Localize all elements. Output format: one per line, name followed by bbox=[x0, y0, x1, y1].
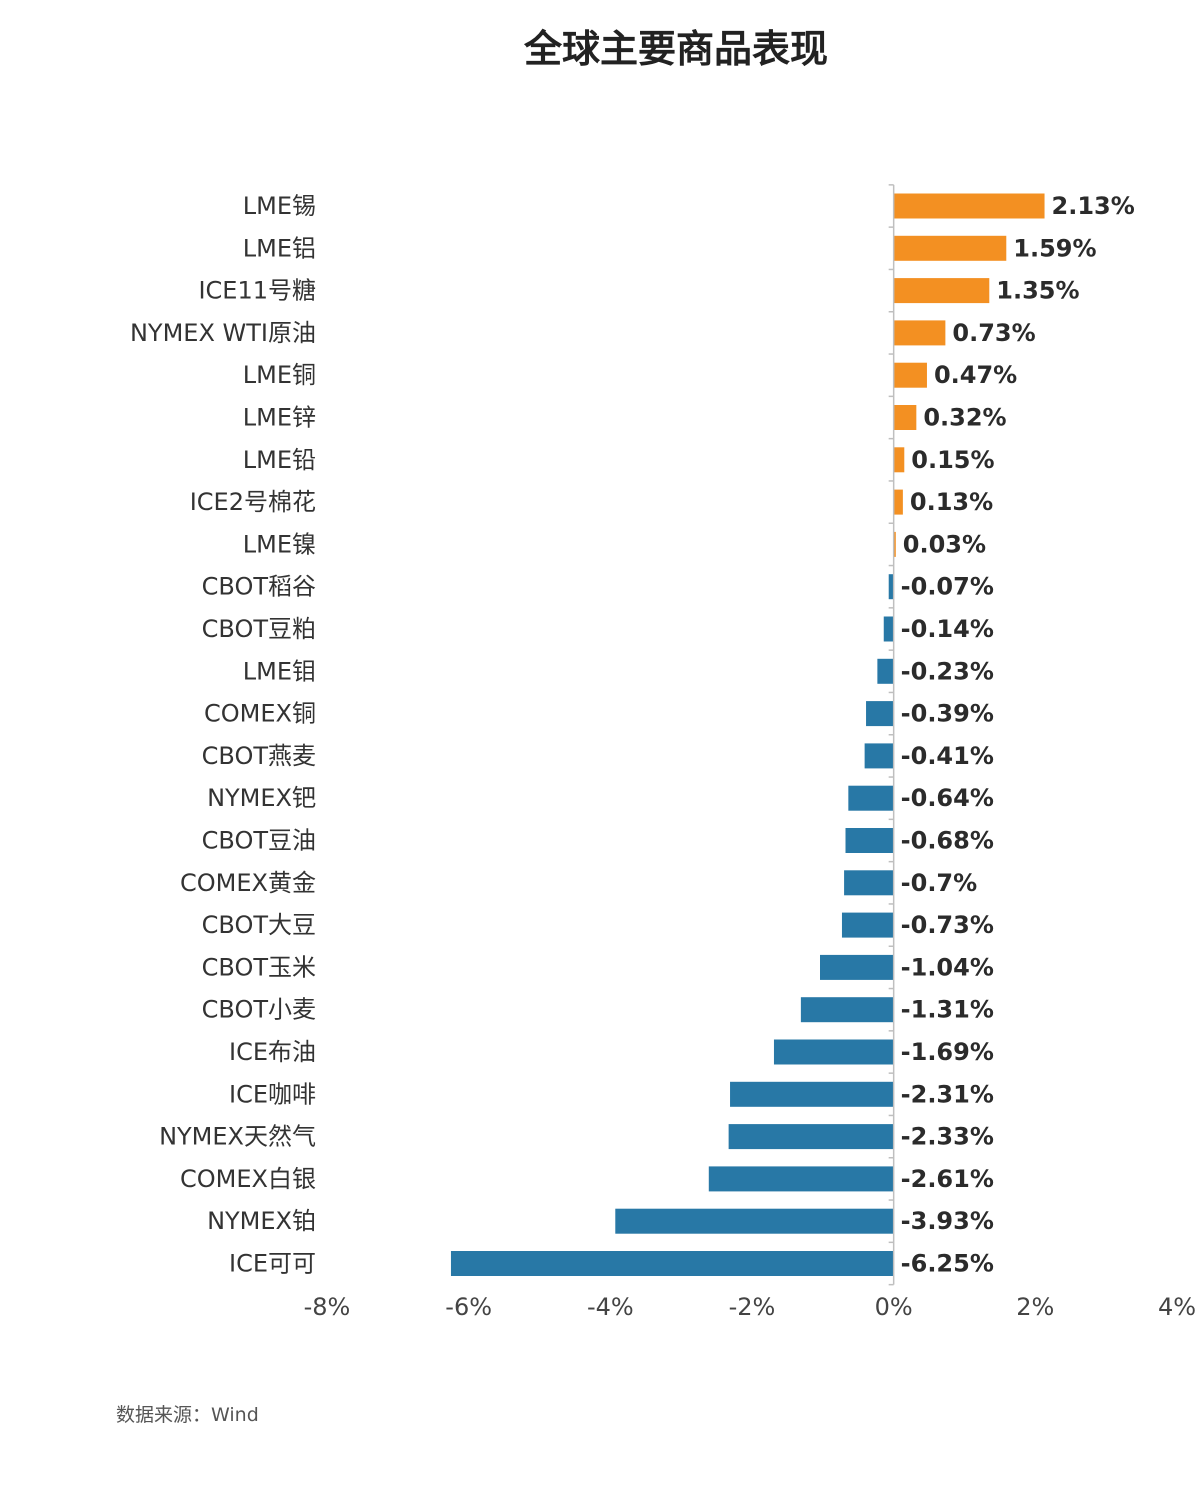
category-label: NYMEX铂 bbox=[207, 1207, 316, 1235]
category-label: CBOT豆油 bbox=[202, 827, 316, 855]
bar bbox=[728, 1124, 894, 1150]
category-label: COMEX白银 bbox=[180, 1165, 316, 1193]
value-label: 2.13% bbox=[1052, 192, 1135, 220]
bar bbox=[450, 1251, 894, 1276]
value-label: -0.73% bbox=[901, 911, 994, 939]
source-note: 数据来源：Wind bbox=[116, 1404, 259, 1426]
value-label: -2.33% bbox=[901, 1123, 994, 1151]
bar bbox=[883, 616, 894, 642]
bar bbox=[820, 954, 894, 980]
category-label: ICE11号糖 bbox=[198, 277, 316, 305]
value-label: -0.39% bbox=[901, 700, 994, 728]
category-label: CBOT稻谷 bbox=[202, 573, 316, 601]
bar bbox=[893, 362, 927, 388]
value-label: -1.04% bbox=[901, 953, 994, 981]
bar bbox=[893, 235, 1007, 261]
bar bbox=[893, 193, 1045, 219]
value-label: -2.61% bbox=[901, 1165, 994, 1193]
value-label: 0.32% bbox=[923, 404, 1006, 432]
bar bbox=[773, 1039, 894, 1065]
bar bbox=[893, 531, 896, 557]
axes: -8% -6% -4% -2% 0% 2% 4% bbox=[304, 184, 1196, 1321]
value-label: 1.35% bbox=[996, 277, 1079, 305]
bar bbox=[893, 447, 905, 473]
bar bbox=[708, 1166, 894, 1192]
category-label: ICE布油 bbox=[229, 1038, 316, 1066]
category-label: ICE咖啡 bbox=[229, 1080, 316, 1108]
value-label: -0.07% bbox=[901, 573, 994, 601]
bar bbox=[888, 574, 894, 600]
category-label: LME铝 bbox=[243, 234, 316, 262]
x-tick-label: -6% bbox=[445, 1293, 492, 1321]
category-label: LME锌 bbox=[243, 404, 316, 432]
value-label: -6.25% bbox=[901, 1250, 994, 1278]
bar bbox=[893, 489, 903, 515]
value-label: -0.64% bbox=[901, 784, 994, 812]
category-label: CBOT大豆 bbox=[202, 911, 316, 939]
bar bbox=[848, 785, 894, 811]
bar bbox=[841, 912, 894, 938]
category-label: NYMEX WTI原油 bbox=[130, 319, 316, 347]
value-label: 0.03% bbox=[903, 530, 986, 558]
category-label: CBOT小麦 bbox=[202, 996, 316, 1024]
x-tick-label: 4% bbox=[1158, 1293, 1196, 1321]
value-label: -2.31% bbox=[901, 1080, 994, 1108]
value-label: 0.15% bbox=[911, 446, 994, 474]
bar bbox=[730, 1081, 894, 1107]
category-label: LME镍 bbox=[243, 530, 316, 558]
value-label: -3.93% bbox=[901, 1207, 994, 1235]
bars-layer bbox=[450, 193, 1045, 1276]
bar bbox=[893, 405, 917, 430]
x-tick-label: -2% bbox=[729, 1293, 776, 1321]
x-tick-label: 0% bbox=[875, 1293, 913, 1321]
category-label: LME钼 bbox=[243, 657, 316, 685]
value-label: -1.31% bbox=[901, 996, 994, 1024]
category-label: COMEX铜 bbox=[204, 700, 316, 728]
value-label: 0.13% bbox=[910, 488, 993, 516]
x-tick-label: -8% bbox=[304, 1293, 351, 1321]
value-label: -0.14% bbox=[901, 615, 994, 643]
bar bbox=[845, 828, 894, 853]
category-label: NYMEX钯 bbox=[207, 784, 316, 812]
value-label: 0.47% bbox=[934, 361, 1017, 389]
bar bbox=[877, 658, 894, 684]
value-label: -1.69% bbox=[901, 1038, 994, 1066]
category-label: ICE可可 bbox=[229, 1250, 316, 1278]
value-label: -0.68% bbox=[901, 827, 994, 855]
category-label: LME锡 bbox=[243, 192, 316, 220]
value-label: 1.59% bbox=[1013, 234, 1096, 262]
bar bbox=[615, 1208, 894, 1234]
value-label: 0.73% bbox=[952, 319, 1035, 347]
category-label: LME铜 bbox=[243, 361, 316, 389]
category-labels: LME锡 LME铝 ICE11号糖 NYMEX WTI原油 LME铜 LME锌 LME铅 IC… bbox=[130, 192, 316, 1278]
value-label: -0.23% bbox=[901, 657, 994, 685]
category-label: CBOT燕麦 bbox=[202, 742, 316, 770]
category-label: ICE2号棉花 bbox=[190, 488, 316, 516]
bar bbox=[893, 278, 990, 304]
bar bbox=[800, 997, 894, 1023]
value-label: -0.7% bbox=[901, 869, 978, 897]
value-label: -0.41% bbox=[901, 742, 994, 770]
bar bbox=[893, 320, 946, 346]
category-label: LME铅 bbox=[243, 446, 316, 474]
bar bbox=[844, 870, 894, 896]
category-label: CBOT玉米 bbox=[202, 953, 316, 981]
bar bbox=[864, 743, 894, 769]
category-label: CBOT豆粕 bbox=[202, 615, 316, 643]
x-tick-label: 2% bbox=[1016, 1293, 1054, 1321]
category-label: NYMEX天然气 bbox=[159, 1123, 316, 1151]
x-tick-label: -4% bbox=[587, 1293, 634, 1321]
value-labels: 2.13% 1.59% 1.35% 0.73% 0.47% 0.32% 0.15% 0.13%… bbox=[901, 192, 1135, 1278]
chart-title: 全球主要商品表现 bbox=[523, 27, 828, 71]
bar bbox=[866, 701, 894, 727]
category-label: COMEX黄金 bbox=[180, 869, 316, 897]
